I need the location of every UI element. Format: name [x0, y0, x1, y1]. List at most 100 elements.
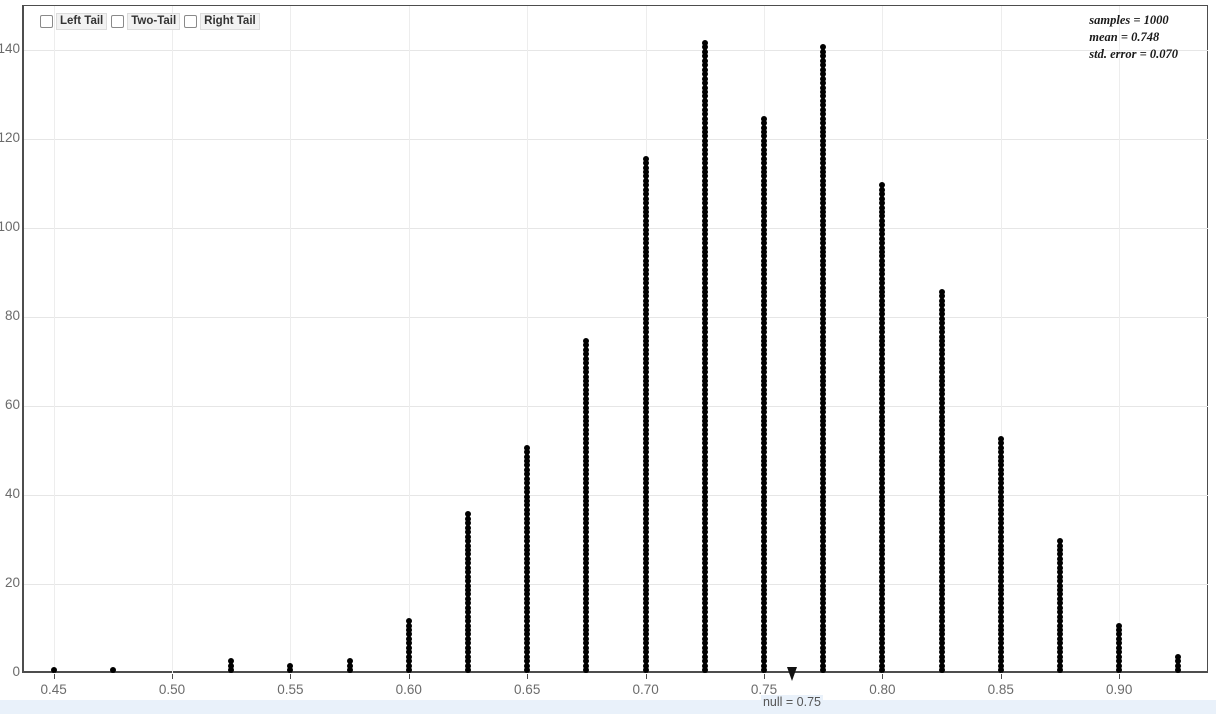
- data-dot: [820, 71, 827, 78]
- data-dot: [701, 195, 708, 202]
- data-dot: [642, 626, 649, 633]
- x-gridline: [290, 6, 292, 673]
- right-tail-checkbox[interactable]: [184, 15, 198, 28]
- data-dot: [109, 667, 116, 673]
- data-dot: [583, 453, 590, 460]
- data-dot: [997, 582, 1004, 589]
- data-dot: [879, 431, 886, 438]
- dot-column: [524, 444, 531, 673]
- data-dot: [997, 653, 1004, 660]
- data-dot: [642, 466, 649, 473]
- data-dot: [820, 493, 827, 500]
- data-dot: [879, 600, 886, 607]
- data-dot: [879, 302, 886, 309]
- data-dot: [820, 271, 827, 278]
- data-dot: [701, 649, 708, 656]
- data-dot: [761, 418, 767, 424]
- data-dot: [997, 475, 1004, 482]
- data-dot: [879, 658, 886, 665]
- data-dot: [465, 591, 471, 598]
- x-axis-tick-label: 0.45: [40, 682, 67, 697]
- data-dot: [642, 604, 649, 611]
- data-dot: [701, 115, 708, 122]
- data-dot: [879, 484, 886, 491]
- data-dot: [879, 297, 886, 304]
- data-dot: [524, 560, 531, 567]
- data-dot: [642, 506, 649, 513]
- data-dot: [346, 662, 353, 669]
- data-dot: [642, 582, 649, 589]
- two-tail-control[interactable]: Two-Tail: [111, 13, 181, 30]
- data-dot: [879, 306, 886, 313]
- data-dot: [701, 53, 708, 60]
- data-dot: [642, 569, 649, 576]
- data-dot: [1116, 653, 1123, 660]
- data-dot: [820, 80, 827, 87]
- data-dot: [583, 391, 590, 398]
- data-dot: [879, 244, 886, 251]
- data-dot: [879, 342, 886, 349]
- data-dot: [820, 413, 827, 420]
- two-tail-label[interactable]: Two-Tail: [127, 13, 181, 30]
- data-dot: [820, 622, 827, 629]
- data-dot: [642, 520, 649, 527]
- data-dot: [465, 658, 471, 665]
- data-dot: [465, 569, 471, 576]
- data-dot: [997, 493, 1004, 500]
- data-dot: [761, 382, 767, 389]
- data-dot: [997, 618, 1004, 625]
- data-dot: [642, 231, 649, 238]
- x-axis-tick-label: 0.50: [158, 682, 186, 697]
- left-tail-label[interactable]: Left Tail: [56, 13, 108, 30]
- data-dot: [583, 382, 590, 389]
- null-value-marker-icon[interactable]: [787, 667, 797, 681]
- data-dot: [761, 542, 767, 549]
- data-dot: [820, 573, 827, 580]
- data-dot: [879, 271, 886, 278]
- data-dot: [761, 155, 767, 162]
- right-tail-control[interactable]: Right Tail: [184, 13, 260, 30]
- data-dot: [879, 586, 886, 593]
- data-dot: [1057, 618, 1063, 625]
- data-dot: [761, 444, 767, 451]
- right-tail-label[interactable]: Right Tail: [200, 13, 260, 30]
- data-dot: [701, 293, 708, 300]
- data-dot: [524, 591, 531, 598]
- data-dot: [761, 400, 767, 407]
- data-dot: [465, 564, 471, 571]
- data-dot: [879, 324, 886, 331]
- data-dot: [642, 324, 649, 331]
- data-dot: [879, 475, 886, 482]
- data-dot: [761, 391, 767, 398]
- data-dot: [583, 489, 590, 496]
- data-dot: [938, 653, 945, 660]
- x-axis-tick: [764, 674, 765, 679]
- data-dot: [761, 538, 767, 545]
- data-dot: [938, 498, 945, 505]
- data-dot: [761, 257, 767, 264]
- data-dot: [997, 511, 1004, 518]
- x-axis-tick: [172, 674, 173, 679]
- data-dot: [642, 600, 649, 607]
- stats-readout: samples = 1000 mean = 0.748 std. error =…: [1089, 12, 1178, 63]
- data-dot: [820, 346, 827, 353]
- y-gridline: [24, 228, 1208, 230]
- data-dot: [997, 564, 1004, 571]
- data-dot: [642, 555, 649, 562]
- data-dot: [583, 431, 590, 438]
- data-dot: [938, 595, 945, 602]
- left-tail-control[interactable]: Left Tail: [40, 13, 108, 30]
- data-dot: [642, 320, 649, 327]
- data-dot: [820, 511, 827, 518]
- data-dot: [642, 280, 649, 287]
- data-dot: [820, 111, 827, 118]
- left-tail-checkbox[interactable]: [40, 15, 53, 28]
- two-tail-checkbox[interactable]: [111, 15, 125, 28]
- data-dot: [642, 364, 649, 371]
- data-dot: [524, 449, 531, 456]
- data-dot: [642, 333, 649, 340]
- data-dot: [583, 649, 590, 656]
- data-dot: [642, 373, 649, 380]
- data-dot: [997, 515, 1004, 522]
- data-dot: [938, 324, 945, 331]
